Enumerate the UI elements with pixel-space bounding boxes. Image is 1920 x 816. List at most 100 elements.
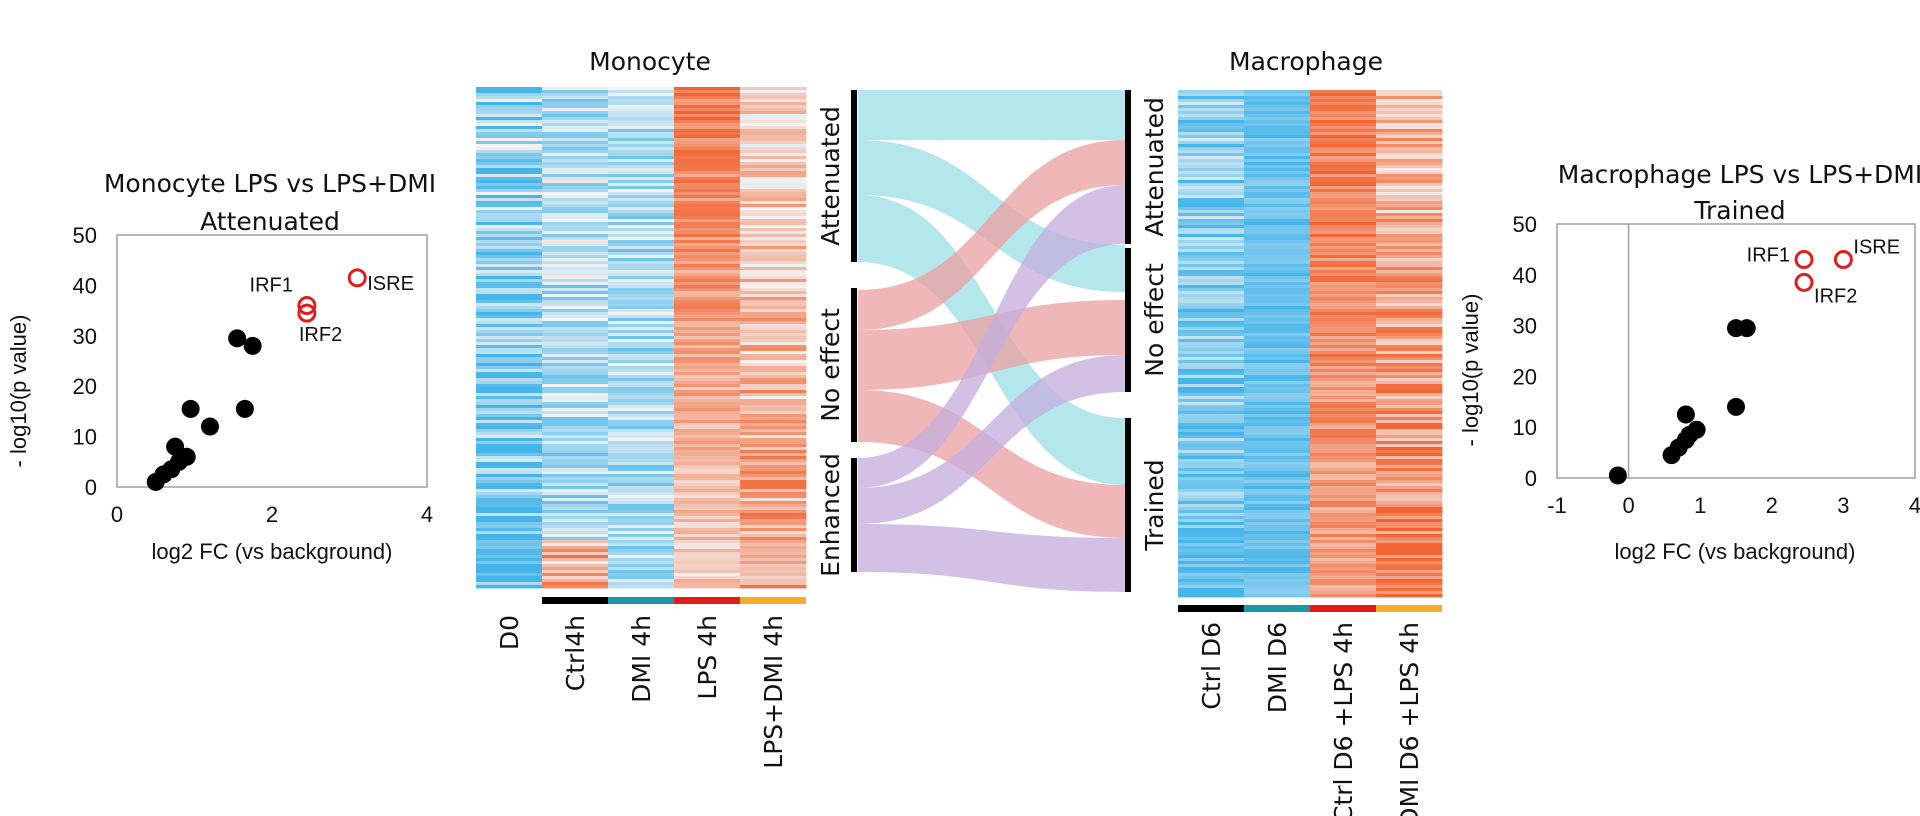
heatmap-cell xyxy=(542,366,609,370)
heatmap-cell xyxy=(1244,204,1311,208)
heatmap-cell xyxy=(1244,444,1311,448)
heatmap-cell xyxy=(674,420,741,424)
heatmap-cell xyxy=(1310,564,1377,568)
macrophage-scatter-ylabel: - log10(p value) xyxy=(1458,294,1483,447)
heatmap-cell xyxy=(476,318,543,322)
heatmap-cell xyxy=(1376,345,1443,349)
heatmap-cell xyxy=(542,348,609,352)
heatmap-cell xyxy=(1310,156,1377,160)
heatmap-cell xyxy=(542,399,609,403)
heatmap-cell xyxy=(542,561,609,565)
heatmap-cell xyxy=(1310,420,1377,424)
heatmap-cell xyxy=(1244,432,1311,436)
heatmap-cell xyxy=(542,87,609,91)
heatmap-cell xyxy=(1244,111,1311,115)
heatmap-cell xyxy=(740,192,807,196)
heatmap-cell xyxy=(608,585,675,589)
heatmap-cell xyxy=(1310,543,1377,547)
heatmap-cell xyxy=(608,93,675,97)
heatmap-cell xyxy=(1376,363,1443,367)
heatmap-cell xyxy=(1310,348,1377,352)
heatmap-cell xyxy=(740,372,807,376)
heatmap-cell xyxy=(608,102,675,106)
heatmap-cell xyxy=(674,492,741,496)
heatmap-cell xyxy=(674,474,741,478)
heatmap-cell xyxy=(542,156,609,160)
heatmap-cell xyxy=(674,552,741,556)
heatmap-cell xyxy=(542,558,609,562)
heatmap-cell xyxy=(1178,147,1245,151)
heatmap-cell xyxy=(674,156,741,160)
heatmap-cell xyxy=(476,456,543,460)
heatmap-cell xyxy=(542,579,609,583)
heatmap-cell xyxy=(476,111,543,115)
heatmap-cell xyxy=(1376,558,1443,562)
heatmap-cell xyxy=(1178,300,1245,304)
sankey-node-right xyxy=(1125,90,1131,244)
heatmap-cell xyxy=(476,465,543,469)
heatmap-cell xyxy=(542,375,609,379)
heatmap-cell xyxy=(608,459,675,463)
heatmap-cell xyxy=(674,192,741,196)
heatmap-cell xyxy=(1310,315,1377,319)
heatmap-cell xyxy=(476,279,543,283)
heatmap-cell xyxy=(1178,372,1245,376)
heatmap-cell xyxy=(1244,96,1311,100)
heatmap-cell xyxy=(1376,501,1443,505)
heatmap-cell xyxy=(674,327,741,331)
heatmap-cell xyxy=(476,267,543,271)
heatmap-cell xyxy=(674,564,741,568)
heatmap-cell xyxy=(674,249,741,253)
heatmap-cell xyxy=(608,399,675,403)
heatmap-cell xyxy=(608,291,675,295)
heatmap-cell xyxy=(1244,414,1311,418)
heatmap-cell xyxy=(476,357,543,361)
heatmap-cell xyxy=(476,435,543,439)
heatmap-cell xyxy=(542,294,609,298)
heatmap-cell xyxy=(542,327,609,331)
heatmap-cell xyxy=(1178,348,1245,352)
heatmap-cell xyxy=(476,156,543,160)
heatmap-cell xyxy=(1178,366,1245,370)
heatmap-cell xyxy=(608,552,675,556)
heatmap-cell xyxy=(542,246,609,250)
heatmap-cell xyxy=(542,243,609,247)
heatmap-cell xyxy=(1310,387,1377,391)
heatmap-cell xyxy=(1178,219,1245,223)
heatmap-cell xyxy=(1376,495,1443,499)
heatmap-cell xyxy=(1310,561,1377,565)
heatmap-cell xyxy=(740,498,807,502)
ytick-label: 50 xyxy=(73,223,97,248)
heatmap-cell xyxy=(608,570,675,574)
heatmap-cell xyxy=(1310,372,1377,376)
heatmap-cell xyxy=(1244,441,1311,445)
heatmap-cell xyxy=(1178,108,1245,112)
heatmap-cell xyxy=(1178,243,1245,247)
heatmap-cell xyxy=(674,516,741,520)
heatmap-cell xyxy=(1310,339,1377,343)
heatmap-cell xyxy=(1376,351,1443,355)
heatmap-cell xyxy=(1178,555,1245,559)
heatmap-cell xyxy=(608,456,675,460)
heatmap-cell xyxy=(740,492,807,496)
heatmap-cell xyxy=(1178,414,1245,418)
heatmap-cell xyxy=(740,303,807,307)
heatmap-cell xyxy=(608,390,675,394)
heatmap-cell xyxy=(1310,486,1377,490)
heatmap-cell xyxy=(1376,267,1443,271)
heatmap-cell xyxy=(740,201,807,205)
heatmap-cell xyxy=(1178,189,1245,193)
heatmap-cell xyxy=(674,243,741,247)
heatmap-cell xyxy=(1244,453,1311,457)
heatmap-cell xyxy=(740,228,807,232)
heatmap-cell xyxy=(674,555,741,559)
heatmap-cell xyxy=(1244,240,1311,244)
heatmap-cell xyxy=(1244,387,1311,391)
heatmap-cell xyxy=(608,429,675,433)
heatmap-cell xyxy=(608,237,675,241)
heatmap-cell xyxy=(1178,345,1245,349)
heatmap-cell xyxy=(1244,231,1311,235)
heatmap-cell xyxy=(608,228,675,232)
heatmap-cell xyxy=(476,474,543,478)
